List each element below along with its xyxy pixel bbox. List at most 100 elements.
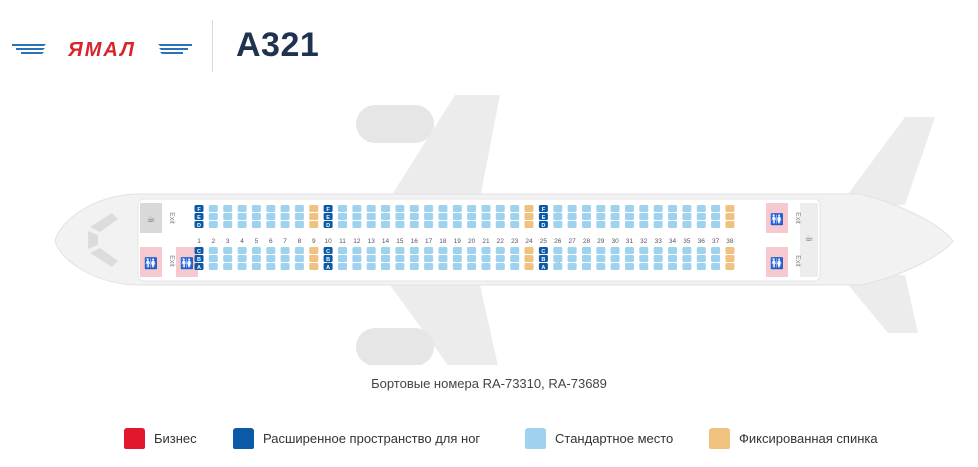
seat-18C[interactable] (438, 247, 448, 254)
seat-9B[interactable] (309, 255, 319, 262)
seat-15D[interactable] (395, 221, 405, 228)
seat-14D[interactable] (381, 221, 390, 228)
seat-6D[interactable] (266, 221, 276, 228)
seat-1A[interactable] (194, 263, 204, 270)
seat-2C[interactable] (208, 247, 218, 254)
seat-21E[interactable] (481, 213, 491, 220)
seat-13A[interactable] (366, 263, 376, 270)
seat-23B[interactable] (510, 255, 520, 262)
seat-31B[interactable] (625, 255, 634, 262)
seat-8D[interactable] (294, 221, 304, 228)
seat-34D[interactable] (668, 221, 677, 228)
seat-13E[interactable] (366, 213, 376, 220)
seat-16E[interactable] (409, 213, 419, 220)
seat-30B[interactable] (610, 255, 620, 262)
seat-2E[interactable] (208, 213, 218, 220)
seat-21B[interactable] (481, 255, 491, 262)
seat-35B[interactable] (682, 255, 692, 262)
seat-12F[interactable] (352, 205, 362, 212)
seat-17B[interactable] (424, 255, 434, 262)
seat-38F[interactable] (725, 205, 735, 212)
seat-6C[interactable] (266, 247, 276, 254)
seat-2F[interactable] (208, 205, 218, 212)
seat-14F[interactable] (381, 205, 390, 212)
seat-37C[interactable] (711, 247, 721, 254)
seat-5A[interactable] (251, 263, 261, 270)
seat-25B[interactable] (538, 255, 548, 262)
seat-11A[interactable] (338, 263, 347, 270)
seat-3B[interactable] (223, 255, 233, 262)
seat-32E[interactable] (639, 213, 649, 220)
seat-20C[interactable] (467, 247, 477, 254)
seat-7A[interactable] (280, 263, 290, 270)
seat-18E[interactable] (438, 213, 448, 220)
seat-7D[interactable] (280, 221, 290, 228)
seat-36C[interactable] (696, 247, 706, 254)
seat-20B[interactable] (467, 255, 477, 262)
seat-16C[interactable] (409, 247, 419, 254)
seat-38A[interactable] (725, 263, 735, 270)
seat-12B[interactable] (352, 255, 362, 262)
seat-7B[interactable] (280, 255, 290, 262)
seat-34A[interactable] (668, 263, 677, 270)
seat-30C[interactable] (610, 247, 620, 254)
seat-27B[interactable] (567, 255, 577, 262)
seat-36D[interactable] (696, 221, 706, 228)
seat-22D[interactable] (495, 221, 505, 228)
seat-19D[interactable] (452, 221, 462, 228)
seat-32F[interactable] (639, 205, 649, 212)
seat-31D[interactable] (625, 221, 634, 228)
seat-37B[interactable] (711, 255, 721, 262)
seat-20A[interactable] (467, 263, 477, 270)
seat-17C[interactable] (424, 247, 434, 254)
seat-32B[interactable] (639, 255, 649, 262)
seat-8F[interactable] (294, 205, 304, 212)
seat-28E[interactable] (582, 213, 591, 220)
seat-22F[interactable] (495, 205, 505, 212)
seat-22E[interactable] (495, 213, 505, 220)
seat-36A[interactable] (696, 263, 706, 270)
seat-15A[interactable] (395, 263, 405, 270)
seat-32C[interactable] (639, 247, 649, 254)
seat-29A[interactable] (596, 263, 606, 270)
seat-14B[interactable] (381, 255, 390, 262)
seat-36E[interactable] (696, 213, 706, 220)
seat-24C[interactable] (524, 247, 534, 254)
seat-24A[interactable] (524, 263, 534, 270)
seat-19A[interactable] (452, 263, 462, 270)
seat-28A[interactable] (582, 263, 591, 270)
seat-6E[interactable] (266, 213, 276, 220)
seat-29E[interactable] (596, 213, 606, 220)
seat-6A[interactable] (266, 263, 276, 270)
seat-27E[interactable] (567, 213, 577, 220)
seat-25E[interactable] (538, 213, 548, 220)
seat-4C[interactable] (237, 247, 247, 254)
seat-23C[interactable] (510, 247, 520, 254)
seat-6B[interactable] (266, 255, 276, 262)
seat-29F[interactable] (596, 205, 606, 212)
seat-22C[interactable] (495, 247, 505, 254)
seat-23E[interactable] (510, 213, 520, 220)
seat-25C[interactable] (538, 247, 548, 254)
seat-20F[interactable] (467, 205, 477, 212)
seat-31F[interactable] (625, 205, 634, 212)
seat-22B[interactable] (495, 255, 505, 262)
seat-34E[interactable] (668, 213, 677, 220)
seat-33B[interactable] (653, 255, 663, 262)
seat-30E[interactable] (610, 213, 620, 220)
seat-26A[interactable] (553, 263, 563, 270)
seat-13B[interactable] (366, 255, 376, 262)
seat-5B[interactable] (251, 255, 261, 262)
seat-10B[interactable] (323, 255, 333, 262)
seat-35F[interactable] (682, 205, 692, 212)
seat-26C[interactable] (553, 247, 563, 254)
seat-5D[interactable] (251, 221, 261, 228)
seat-14E[interactable] (381, 213, 390, 220)
seat-7F[interactable] (280, 205, 290, 212)
seat-18B[interactable] (438, 255, 448, 262)
seat-15B[interactable] (395, 255, 405, 262)
seat-7E[interactable] (280, 213, 290, 220)
seat-3A[interactable] (223, 263, 233, 270)
seat-25D[interactable] (538, 221, 548, 228)
seat-16A[interactable] (409, 263, 419, 270)
